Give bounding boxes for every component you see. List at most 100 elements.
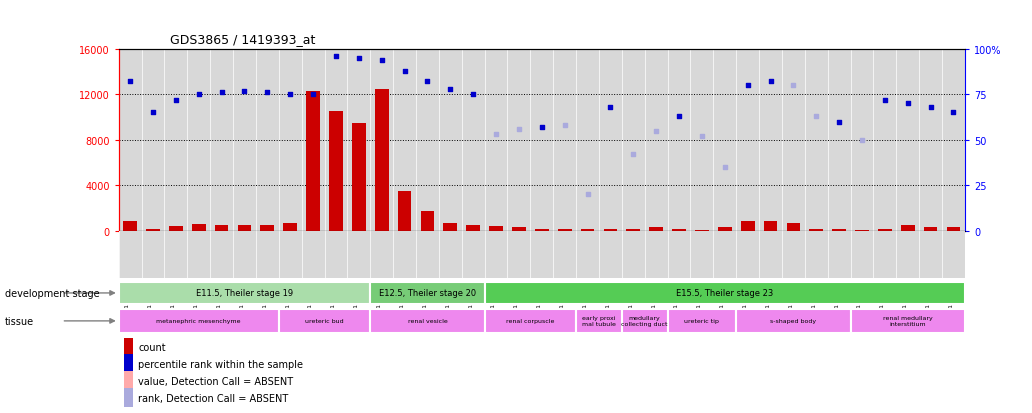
Point: [442, 86, 458, 93]
Text: E11.5, Theiler stage 19: E11.5, Theiler stage 19: [196, 289, 293, 298]
Bar: [924, 228, 937, 231]
Bar: [485, 309, 576, 333]
Point: [625, 152, 642, 158]
Point: [488, 132, 505, 138]
Point: [236, 88, 253, 95]
Point: [671, 114, 687, 120]
Bar: [649, 227, 663, 231]
Point: [351, 55, 367, 62]
Bar: [878, 229, 892, 231]
Bar: [786, 223, 800, 231]
Point: [785, 83, 802, 89]
Point: [534, 124, 550, 131]
Point: [259, 90, 276, 97]
Bar: [124, 337, 133, 357]
Point: [419, 79, 436, 85]
Text: ureteric tip: ureteric tip: [684, 318, 719, 324]
Point: [716, 164, 733, 171]
Point: [763, 79, 779, 85]
Point: [144, 110, 161, 116]
Bar: [672, 229, 686, 231]
Bar: [466, 225, 480, 231]
Bar: [307, 92, 320, 231]
Point: [694, 133, 710, 140]
Bar: [736, 309, 850, 333]
Text: renal corpuscle: renal corpuscle: [506, 318, 554, 324]
Bar: [352, 123, 365, 231]
Point: [304, 92, 321, 98]
Point: [945, 110, 962, 116]
Point: [396, 68, 413, 75]
Point: [831, 119, 847, 126]
Point: [900, 101, 916, 107]
Text: E15.5, Theiler stage 23: E15.5, Theiler stage 23: [676, 289, 773, 298]
Point: [579, 192, 595, 198]
Bar: [622, 309, 668, 333]
Bar: [850, 309, 965, 333]
Bar: [489, 227, 503, 231]
Bar: [695, 230, 709, 231]
Bar: [626, 229, 640, 231]
Bar: [215, 225, 228, 231]
Text: renal vesicle: renal vesicle: [408, 318, 447, 324]
Text: value, Detection Call = ABSENT: value, Detection Call = ABSENT: [138, 376, 293, 386]
Point: [167, 97, 184, 104]
Text: metanephric mesenchyme: metanephric mesenchyme: [157, 318, 241, 324]
Bar: [123, 221, 137, 231]
Bar: [124, 388, 133, 408]
Bar: [512, 227, 525, 231]
Bar: [370, 282, 485, 304]
Bar: [604, 230, 617, 231]
Point: [282, 92, 298, 98]
Bar: [718, 228, 732, 231]
Bar: [237, 225, 252, 231]
Bar: [558, 229, 572, 231]
Bar: [124, 371, 133, 391]
Point: [602, 104, 618, 111]
Bar: [809, 229, 824, 231]
Bar: [444, 223, 457, 231]
Point: [374, 57, 390, 64]
Bar: [284, 223, 297, 231]
Bar: [260, 225, 275, 231]
Text: E12.5, Theiler stage 20: E12.5, Theiler stage 20: [379, 289, 476, 298]
Bar: [901, 225, 914, 231]
Text: s-shaped body: s-shaped body: [770, 318, 816, 324]
Bar: [576, 309, 622, 333]
Point: [465, 92, 482, 98]
Bar: [832, 229, 846, 231]
Point: [853, 137, 870, 144]
Point: [511, 126, 527, 133]
Bar: [370, 309, 485, 333]
Bar: [421, 212, 434, 231]
Point: [648, 128, 665, 135]
Point: [876, 97, 893, 104]
Text: count: count: [138, 342, 166, 352]
Bar: [535, 229, 549, 231]
Text: development stage: development stage: [5, 288, 100, 298]
Bar: [329, 112, 343, 231]
Bar: [169, 227, 183, 231]
Text: GDS3865 / 1419393_at: GDS3865 / 1419393_at: [170, 33, 315, 45]
Bar: [279, 309, 370, 333]
Text: medullary
collecting duct: medullary collecting duct: [621, 316, 668, 327]
Bar: [397, 192, 412, 231]
Point: [739, 83, 755, 89]
Bar: [741, 221, 754, 231]
Point: [808, 114, 825, 120]
Point: [556, 123, 573, 129]
Bar: [119, 309, 279, 333]
Bar: [581, 229, 594, 231]
Bar: [946, 228, 961, 231]
Text: ureteric bud: ureteric bud: [305, 318, 344, 324]
Bar: [485, 282, 965, 304]
Bar: [192, 225, 205, 231]
Point: [214, 90, 230, 97]
Bar: [764, 221, 777, 231]
Text: tissue: tissue: [5, 316, 34, 326]
Bar: [119, 282, 370, 304]
Text: early proxi
mal tubule: early proxi mal tubule: [582, 316, 616, 327]
Point: [122, 79, 138, 85]
Bar: [668, 309, 736, 333]
Point: [328, 54, 345, 60]
